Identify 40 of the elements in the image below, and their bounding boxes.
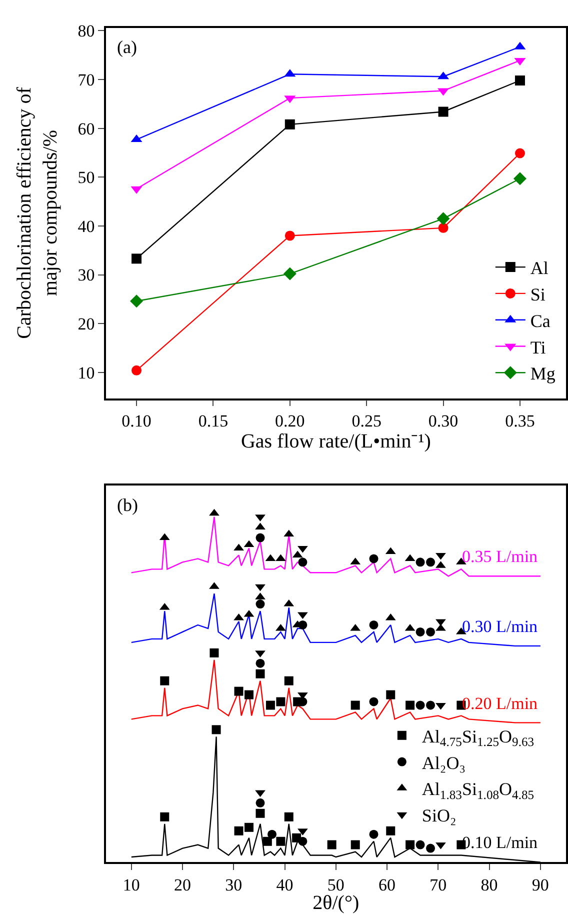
- annotation: (a): [117, 37, 137, 57]
- y-axis-title: Carbochlorination efficiency of major compounds/%: [14, 86, 62, 339]
- x-tick-label: 0.10: [122, 411, 152, 430]
- x-tick-label: 60: [378, 875, 396, 894]
- series-label: 0.30 L/min: [462, 617, 538, 636]
- legend-label: Si: [530, 284, 546, 304]
- legend-label: Mg: [530, 364, 556, 384]
- y-tick-label: 70: [78, 70, 95, 90]
- series-label: 0.35 L/min: [462, 547, 538, 566]
- y-tick-label: 60: [78, 119, 95, 138]
- series-label: 0.20 L/min: [462, 694, 538, 713]
- y-tick-label: 30: [78, 266, 95, 285]
- y-tick-label: 20: [78, 314, 95, 334]
- legend-label: Ca: [530, 310, 550, 331]
- x-tick-label: 50: [327, 875, 344, 894]
- x-tick-label: 0.30: [428, 411, 458, 430]
- x-tick-label: 90: [532, 875, 549, 894]
- x-tick-label: 20: [174, 875, 192, 894]
- x-tick-label: 0.35: [505, 411, 535, 430]
- x-tick-label: 30: [225, 875, 242, 894]
- legend-label: SiO₂: [422, 806, 456, 826]
- y-tick-label: 50: [78, 168, 95, 188]
- x-tick-label: 0.20: [275, 411, 305, 430]
- x-tick-label: 80: [480, 875, 498, 894]
- y-tick-label: 40: [78, 216, 95, 236]
- legend-label: Al: [530, 258, 548, 278]
- x-tick-label: 10: [122, 875, 140, 894]
- y-tick-label: 10: [78, 363, 95, 382]
- x-tick-label: 0.15: [198, 411, 228, 430]
- legend-label: Ti: [530, 337, 546, 358]
- legend-label: Al$_{4.75}$Si$_{1.25}$O$_{9.63}$: [422, 726, 534, 750]
- x-axis-title: Gas flow rate/(L•min⁻¹): [240, 430, 431, 452]
- legend-label: Al₂O₃: [422, 752, 466, 773]
- legend-label: Al$_{1.83}$Si$_{1.08}$O$_{4.85}$: [422, 779, 534, 802]
- y-tick-label: 80: [78, 22, 95, 41]
- x-tick-label: 0.25: [352, 411, 382, 430]
- annotation: (b): [117, 495, 138, 515]
- x-tick-label: 40: [276, 875, 294, 894]
- x-tick-label: 70: [430, 875, 447, 894]
- x-axis-title: 2θ/(°): [312, 892, 360, 914]
